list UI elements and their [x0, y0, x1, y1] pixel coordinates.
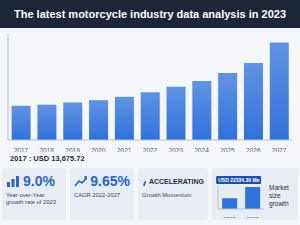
svg-text:2026: 2026 [246, 147, 261, 152]
html-text:9.65%: 9.65% [90, 173, 130, 189]
svg-text:2022: 2022 [223, 216, 235, 218]
svg-text:2020: 2020 [91, 147, 106, 152]
svg-text:2025: 2025 [220, 147, 235, 152]
html-text:CAGR 2022-2027: CAGR 2022-2027 [74, 192, 121, 198]
svg-text:2024: 2024 [194, 147, 209, 152]
svg-text:2021: 2021 [117, 147, 132, 152]
html-text:Market size growth: Market size growth [269, 184, 289, 207]
html-text:ACCELERATING: ACCELERATING [148, 177, 204, 185]
html-text:Growth Momentum: Growth Momentum [142, 192, 192, 198]
svg-text:USD 22334.36 Mn: USD 22334.36 Mn [218, 177, 259, 183]
svg-text:2022: 2022 [143, 147, 158, 152]
svg-text:2019: 2019 [65, 147, 80, 152]
html-text:Year-over-Year growth rate of: Year-over-Year growth rate of 2023 [6, 192, 56, 205]
html-text:2017 : USD 13,675.72: 2017 : USD 13,675.72 [10, 154, 85, 163]
svg-text:2027: 2027 [246, 216, 258, 218]
svg-text:2023: 2023 [169, 147, 184, 152]
svg-text:2018: 2018 [39, 147, 54, 152]
html-text:The latest motorcycle industry: The latest motorcycle industry data anal… [14, 8, 286, 20]
svg-text:2017: 2017 [14, 147, 29, 152]
svg-text:2027: 2027 [272, 147, 287, 152]
html-text:9.0%: 9.0% [23, 173, 55, 189]
